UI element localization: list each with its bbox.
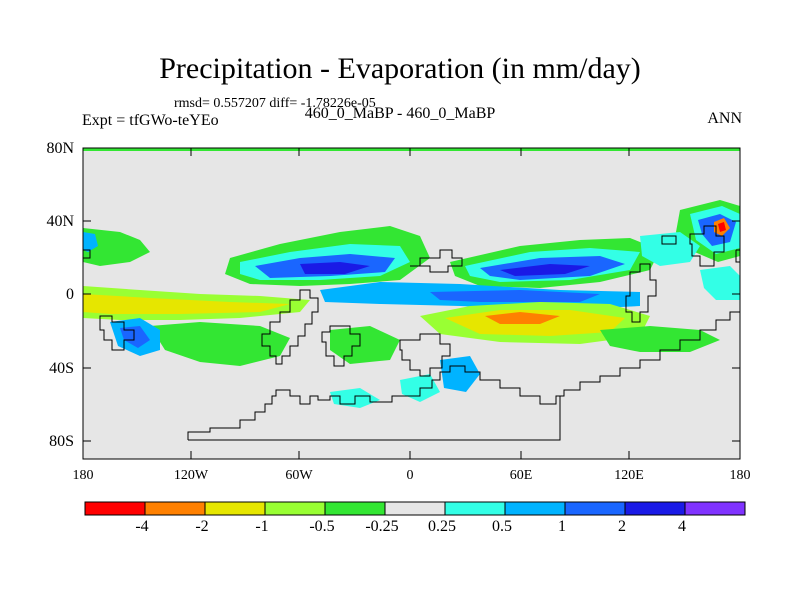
colorbar-label: -0.5 [309, 518, 335, 535]
colorbar-label: -2 [195, 518, 209, 535]
lat-label-40n: 40N [46, 213, 74, 230]
colorbar [84, 501, 746, 516]
lon-label-120e: 120E [614, 468, 644, 483]
rmsd-diff-stats: rmsd= 0.557207 diff= -1.78226e-05 [174, 96, 376, 111]
coastline-continent-g [99, 315, 135, 351]
map-title: Precipitation - Evaporation (in mm/day) [159, 52, 641, 85]
experiment-label: Expt = tfGWo-teYEo [82, 112, 219, 129]
contour-nw-pacific-wet [83, 232, 98, 252]
lon-label-0: 0 [406, 468, 414, 483]
contour-dry-tongue-west-yellow [83, 294, 290, 314]
contour-nw-pacific [83, 228, 150, 266]
contour-sh-patch-central [330, 326, 400, 364]
colorbar-swatch [684, 501, 746, 516]
colorbar-swatch [384, 501, 446, 516]
coastline-continent-e [625, 263, 657, 323]
colorbar-swatch [204, 501, 266, 516]
lat-label-80n: 80N [46, 140, 74, 157]
colorbar-label: -1 [255, 518, 269, 535]
contour-warm-pool [640, 232, 700, 266]
colorbar-label: 2 [618, 518, 626, 535]
map-frame [82, 147, 741, 460]
colorbar-label: 0.5 [492, 518, 512, 535]
colorbar-swatch [624, 501, 686, 516]
contour-dry-tongue-east-orange [485, 312, 560, 324]
contour-sw-pacific-core [120, 326, 150, 348]
lon-label-180e: 180 [729, 468, 751, 483]
lon-label-120w: 120W [173, 468, 209, 483]
contour-storm-belt-b-core [500, 264, 590, 276]
colorbar-label: 1 [558, 518, 566, 535]
colorbar-label: 4 [678, 518, 686, 535]
land-outlines [83, 225, 740, 441]
colorbar-swatch [504, 501, 566, 516]
coastline-continent-d [410, 249, 463, 273]
contour-southern-patch-a [440, 356, 480, 392]
lat-label-80s: 80S [49, 433, 74, 450]
contour-fill [83, 148, 740, 408]
lat-label-eq: 0 [66, 286, 74, 303]
coastline-south-pole-rim [188, 396, 561, 441]
coastline-continent-h [83, 249, 91, 259]
coastline-continent-j [661, 235, 677, 245]
lon-label-60w: 60W [285, 468, 313, 483]
lat-label-40s: 40S [49, 360, 74, 377]
coastline-continent-b [321, 325, 361, 367]
season-label: ANN [707, 110, 742, 127]
lon-ticks [82, 148, 741, 459]
colorbar-swatch [564, 501, 626, 516]
contour-east-patch [700, 266, 740, 300]
experiment-subtitle: 460_0_MaBP - 460_0_MaBP [304, 105, 496, 122]
coastline-continent-c [399, 333, 451, 377]
contour-ne-blob-red [718, 222, 726, 232]
colorbar-swatch [444, 501, 506, 516]
colorbar-label: -4 [135, 518, 149, 535]
colorbar-swatch [144, 501, 206, 516]
contour-sh-patch-east [600, 326, 720, 352]
lon-label-60e: 60E [509, 468, 533, 483]
coastline-continent-a [261, 289, 319, 365]
colorbar-label: 0.25 [428, 518, 456, 535]
colorbar-swatch [264, 501, 326, 516]
contour-sh-patch-west [150, 322, 290, 366]
contour-storm-belt-a-core [300, 262, 370, 274]
colorbar-swatch [324, 501, 386, 516]
coastline-continent-f [689, 225, 725, 267]
coastline-antarctica [187, 311, 740, 440]
colorbar-swatch [84, 501, 146, 516]
contour-polar-rim [83, 148, 740, 151]
coastline-continent-i [735, 249, 740, 263]
colorbar-label: -0.25 [365, 518, 399, 535]
lon-label-180w: 180 [72, 468, 94, 483]
lat-ticks [83, 147, 740, 442]
contour-equatorial-core [430, 290, 600, 302]
